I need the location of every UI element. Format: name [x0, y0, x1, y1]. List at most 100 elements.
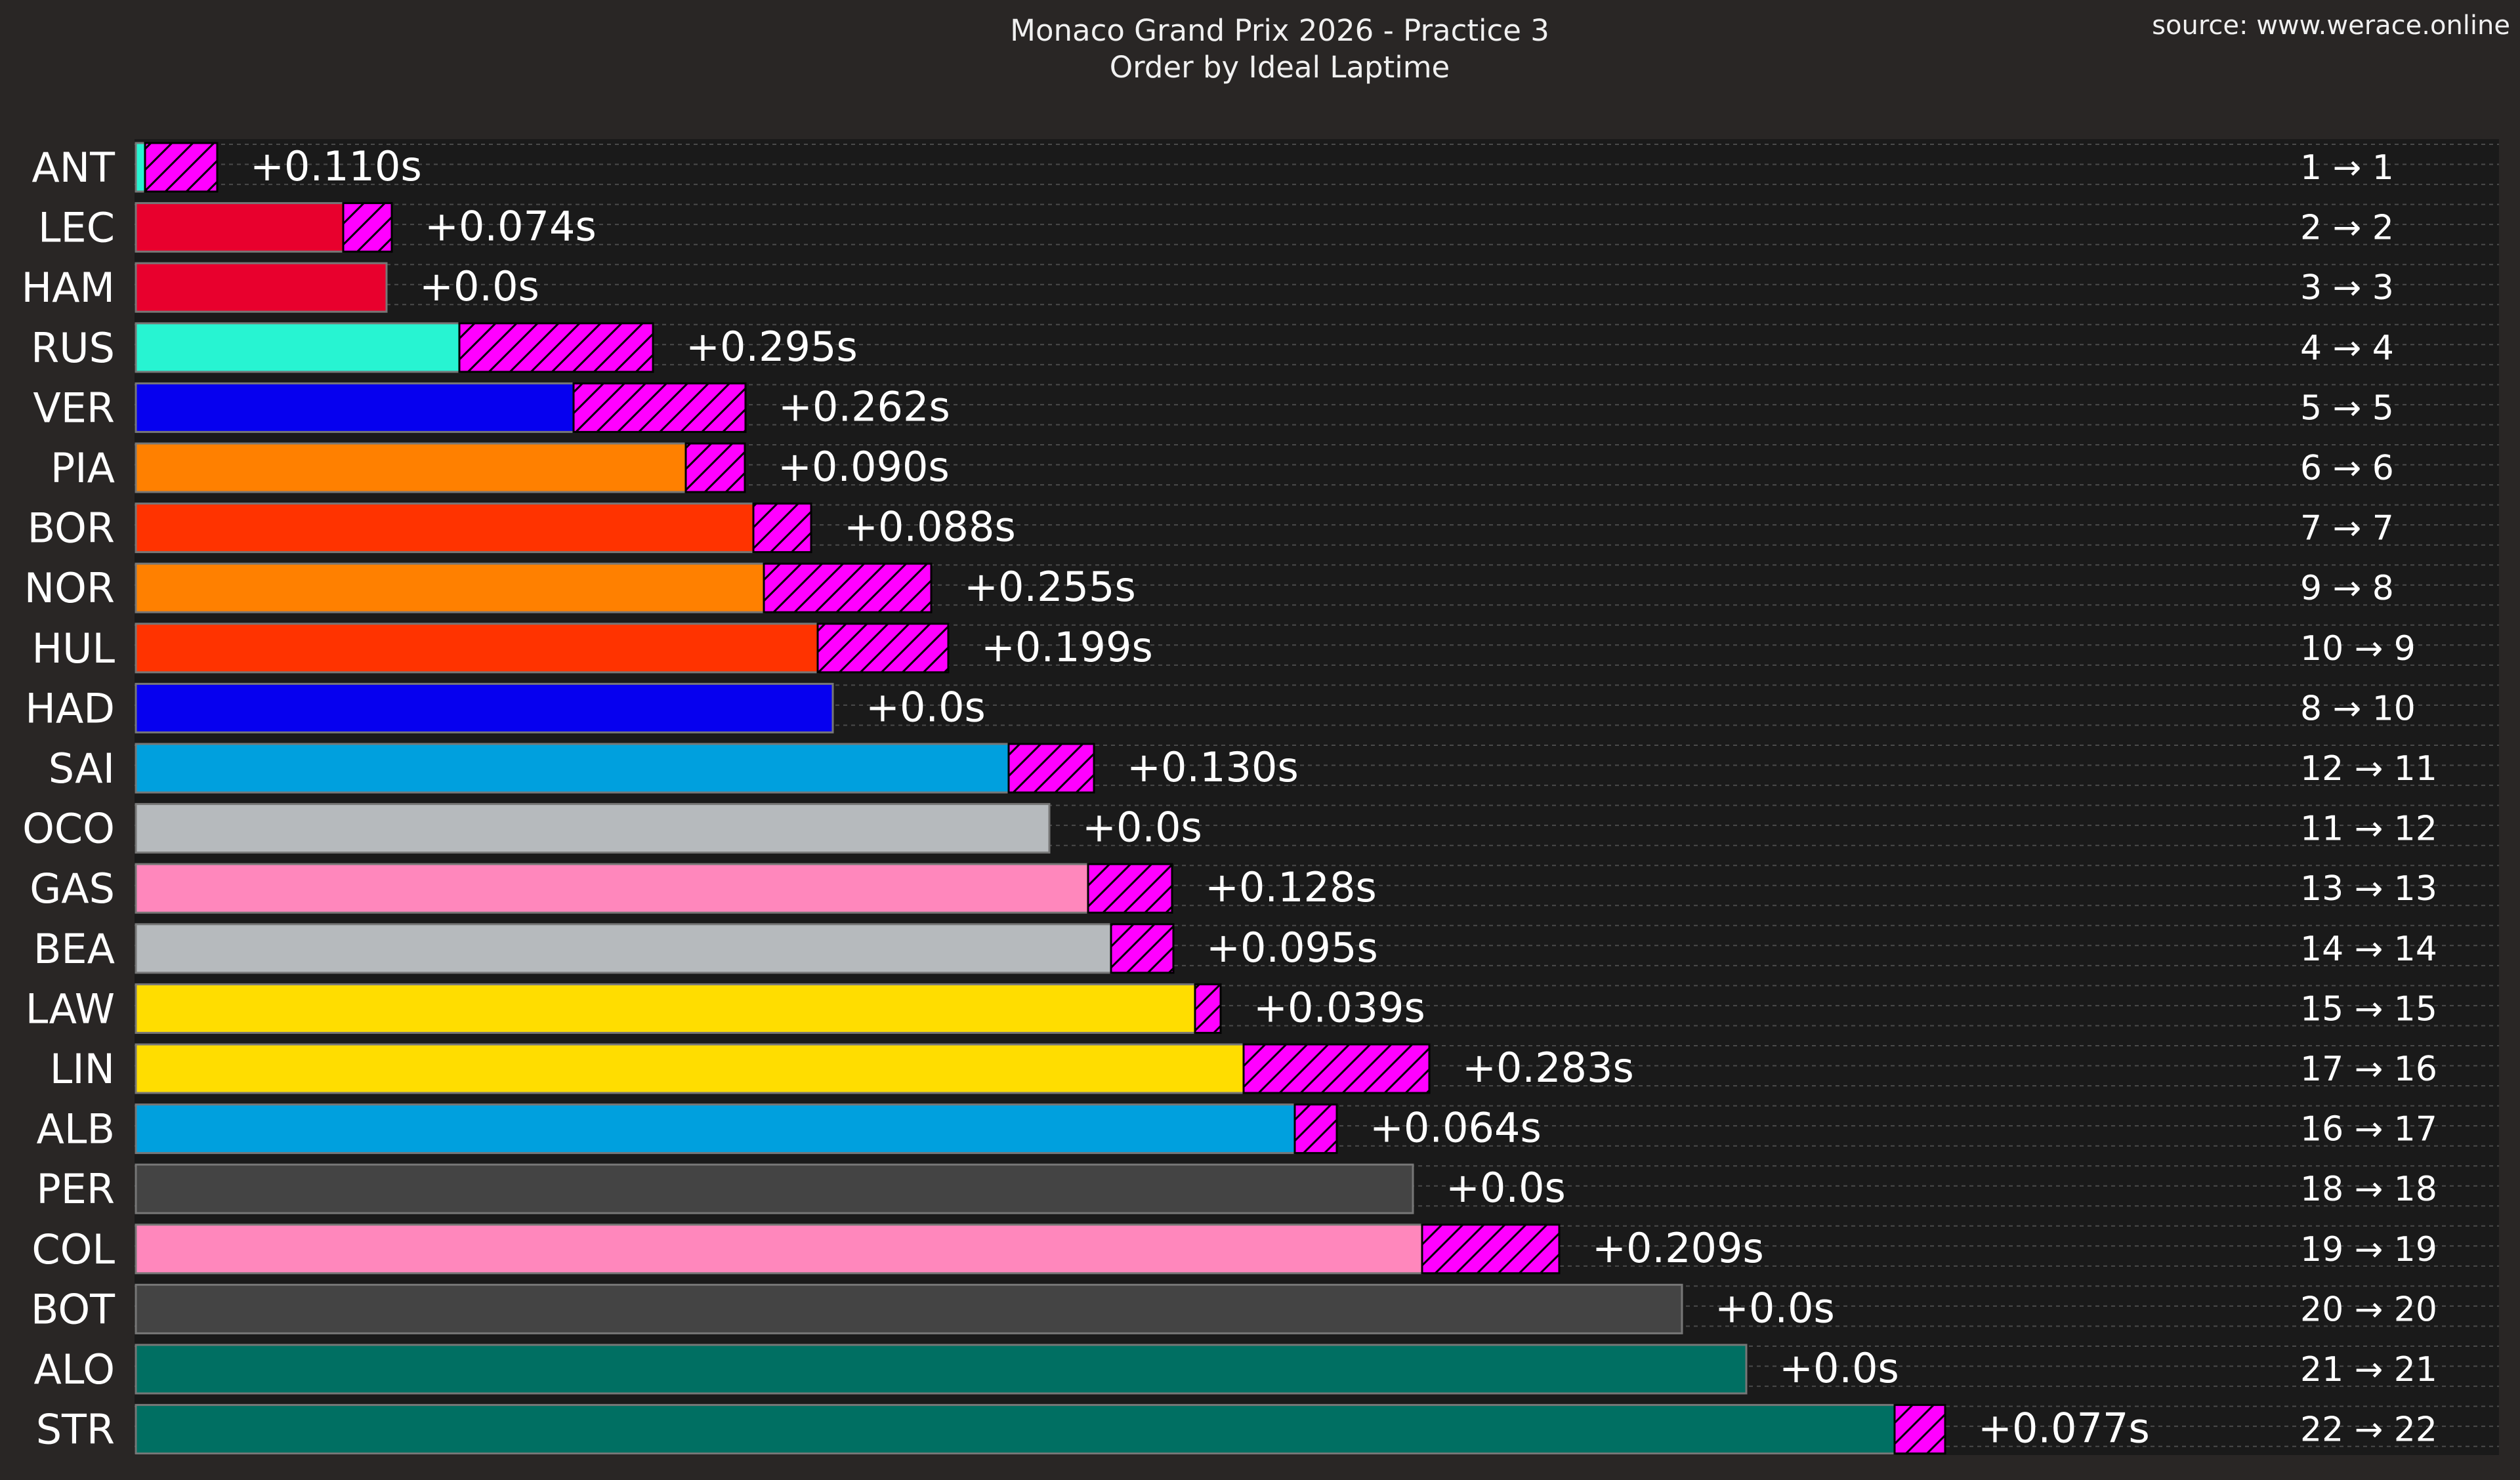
driver-label: HUL	[32, 625, 115, 672]
driver-label: LEC	[38, 204, 115, 252]
driver-label: HAM	[21, 264, 115, 312]
bar-improvement	[1194, 983, 1222, 1034]
source-label: source: www.werace.online	[2152, 10, 2510, 41]
labels: ANT +0.110s 1 → 1 LEC +0.074s 2 → 2 HAM +0.0s 3 …	[21, 142, 2437, 1454]
bar-ideal	[135, 322, 461, 373]
position-change-label: 2 → 2	[2300, 209, 2394, 248]
gap-label: +0.074s	[425, 203, 597, 251]
bar-improvement	[816, 623, 950, 674]
driver-label: PER	[36, 1165, 115, 1213]
gap-label: +0.0s	[1446, 1164, 1566, 1212]
bar-ideal	[135, 1043, 1245, 1094]
driver-label: NOR	[24, 564, 115, 612]
gap-label: +0.090s	[778, 443, 950, 491]
bar-improvement	[752, 503, 812, 554]
bar-ideal	[135, 623, 819, 674]
gap-label: +0.130s	[1127, 743, 1299, 791]
gap-label: +0.0s	[866, 683, 986, 731]
bars	[135, 142, 1946, 1455]
bar-ideal	[135, 1223, 1423, 1275]
gap-label: +0.0s	[1715, 1284, 1835, 1332]
gap-label: +0.255s	[964, 563, 1136, 611]
driver-label: RUS	[31, 324, 115, 372]
position-change-label: 8 → 10	[2300, 689, 2416, 728]
position-change-label: 14 → 14	[2300, 930, 2437, 969]
bar-ideal	[135, 442, 687, 493]
bar-ideal	[135, 503, 755, 554]
driver-label: BOR	[28, 504, 115, 552]
driver-label: HAD	[25, 684, 115, 732]
gap-label: +0.199s	[981, 623, 1153, 671]
position-change-label: 13 → 13	[2300, 869, 2437, 909]
chart-subtitle: Order by Ideal Laptime	[1110, 50, 1450, 85]
driver-label: ALB	[37, 1105, 116, 1153]
driver-label: GAS	[30, 865, 115, 913]
gap-label: +0.209s	[1592, 1224, 1764, 1272]
driver-label: VER	[33, 384, 115, 432]
chart-title: Monaco Grand Prix 2026 - Practice 3	[1010, 13, 1549, 48]
bar-ideal	[135, 1163, 1414, 1214]
bar-ideal	[135, 803, 1051, 854]
position-change-label: 3 → 3	[2300, 268, 2394, 308]
gap-label: +0.0s	[1779, 1344, 1899, 1392]
position-change-label: 10 → 9	[2300, 629, 2416, 668]
bar-improvement	[458, 322, 654, 373]
position-change-label: 15 → 15	[2300, 989, 2437, 1029]
position-change-label: 9 → 8	[2300, 569, 2394, 608]
driver-label: STR	[36, 1406, 115, 1454]
gap-label: +0.128s	[1205, 863, 1377, 911]
driver-label: ANT	[32, 144, 116, 192]
gap-label: +0.110s	[250, 142, 422, 190]
bar-ideal	[135, 142, 146, 193]
driver-label: LAW	[26, 985, 115, 1033]
bar-improvement	[1893, 1404, 1946, 1455]
bar-improvement	[763, 562, 933, 613]
bar-ideal	[135, 1283, 1683, 1334]
position-change-label: 7 → 7	[2300, 509, 2394, 548]
bar-ideal	[135, 1344, 1748, 1395]
driver-label: COL	[32, 1225, 115, 1273]
bar-ideal	[135, 863, 1089, 914]
gap-label: +0.077s	[1978, 1405, 2150, 1452]
bar-ideal	[135, 1103, 1296, 1155]
position-change-label: 21 → 21	[2300, 1350, 2437, 1389]
bar-ideal	[135, 262, 388, 313]
gap-label: +0.095s	[1206, 924, 1378, 972]
bar-ideal	[135, 923, 1112, 974]
bar-improvement	[1293, 1103, 1338, 1155]
position-change-label: 4 → 4	[2300, 329, 2394, 368]
bar-ideal	[135, 202, 345, 253]
position-change-label: 22 → 22	[2300, 1410, 2437, 1450]
position-change-label: 6 → 6	[2300, 449, 2394, 488]
position-change-label: 12 → 11	[2300, 749, 2437, 789]
driver-label: LIN	[50, 1045, 115, 1093]
gap-label: +0.039s	[1253, 983, 1425, 1031]
bar-ideal	[135, 983, 1196, 1034]
gap-label: +0.088s	[844, 503, 1016, 551]
position-change-label: 19 → 19	[2300, 1230, 2437, 1269]
driver-label: SAI	[49, 745, 115, 792]
bar-ideal	[135, 743, 1010, 794]
bar-ideal	[135, 682, 834, 733]
driver-label: ALO	[33, 1346, 115, 1393]
gap-label: +0.262s	[778, 382, 950, 430]
bar-ideal	[135, 562, 765, 613]
bar-improvement	[1110, 923, 1175, 974]
gap-label: +0.0s	[419, 262, 539, 310]
position-change-label: 18 → 18	[2300, 1170, 2437, 1209]
position-change-label: 20 → 20	[2300, 1290, 2437, 1329]
bar-improvement	[1087, 863, 1173, 914]
position-change-label: 11 → 12	[2300, 810, 2437, 849]
driver-label: OCO	[22, 805, 115, 853]
driver-label: BEA	[33, 925, 115, 973]
position-change-label: 16 → 17	[2300, 1110, 2437, 1149]
gap-label: +0.295s	[686, 323, 858, 371]
bar-improvement	[684, 442, 746, 493]
bar-ideal	[135, 1404, 1896, 1455]
position-change-label: 5 → 5	[2300, 388, 2394, 428]
position-change-label: 17 → 16	[2300, 1050, 2437, 1089]
bar-improvement	[144, 142, 219, 193]
driver-label: BOT	[31, 1285, 116, 1333]
driver-label: PIA	[51, 444, 115, 492]
